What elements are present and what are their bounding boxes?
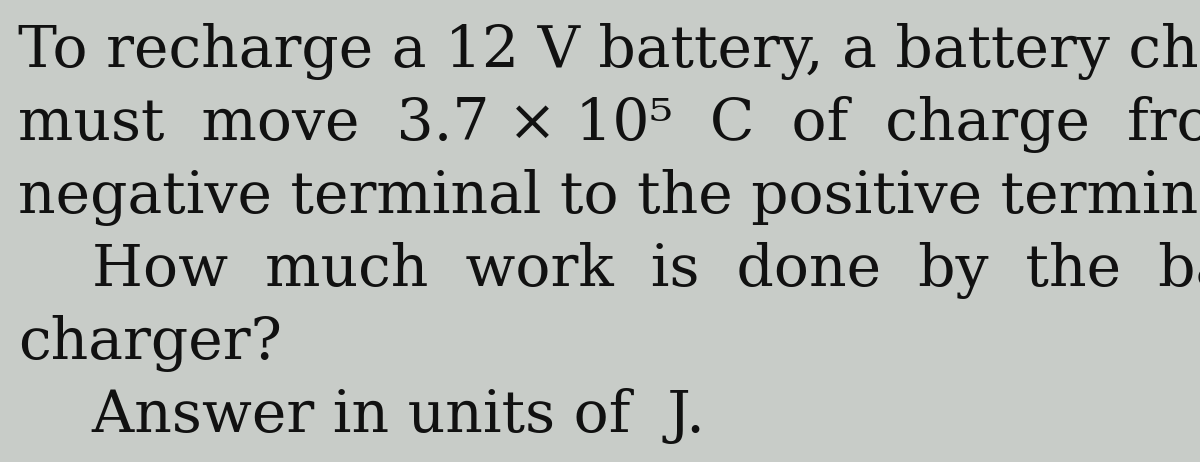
Text: charger?: charger? <box>18 315 282 372</box>
Text: How  much  work  is  done  by  the  battery: How much work is done by the battery <box>18 242 1200 299</box>
Text: Answer in units of  J.: Answer in units of J. <box>18 388 704 444</box>
Text: must  move  3.7 × 10⁵  C  of  charge  from  the: must move 3.7 × 10⁵ C of charge from the <box>18 96 1200 153</box>
Text: To recharge a 12 V battery, a battery charger: To recharge a 12 V battery, a battery ch… <box>18 23 1200 80</box>
Text: negative terminal to the positive terminal.: negative terminal to the positive termin… <box>18 169 1200 226</box>
